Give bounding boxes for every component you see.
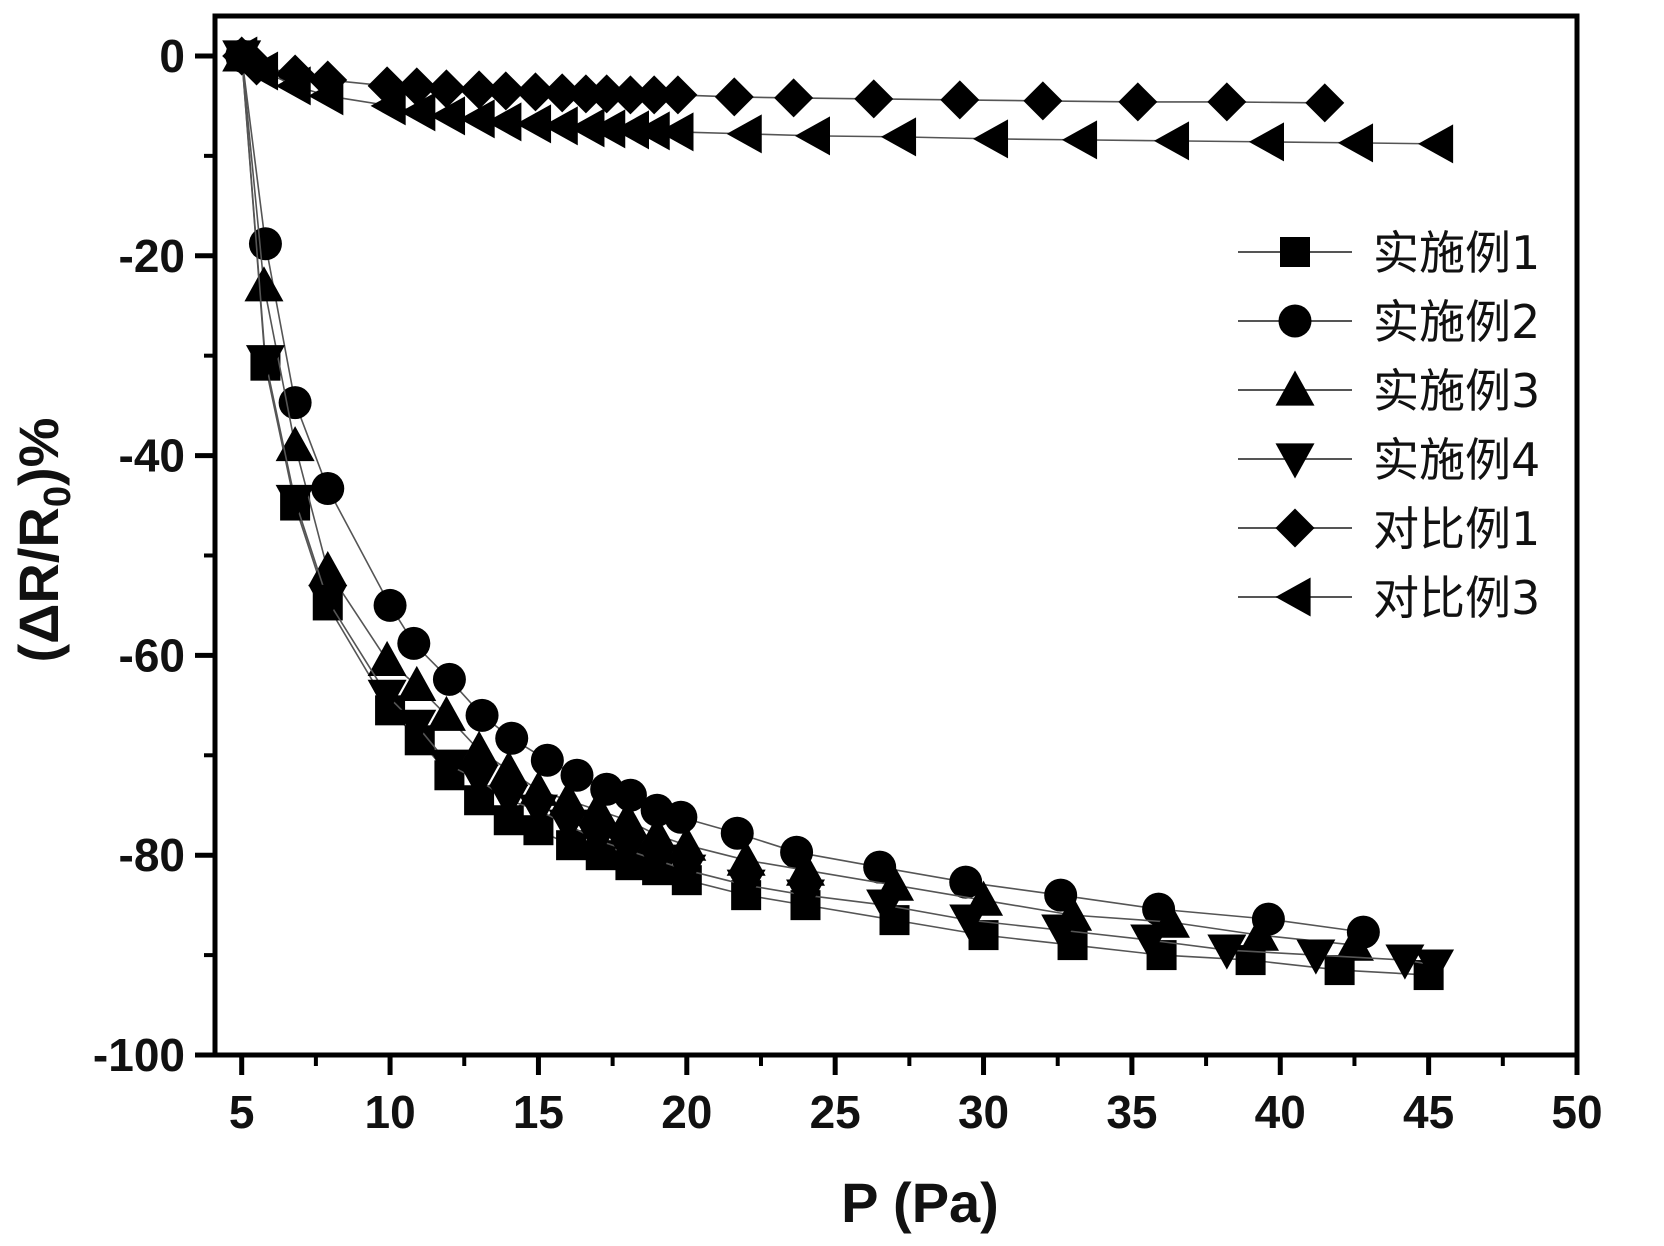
x-tick-label: 5 (229, 1086, 255, 1138)
data-point-diamond (715, 77, 754, 116)
data-point-triangle-left (727, 114, 762, 153)
series-layer (222, 36, 1454, 990)
x-tick-label: 45 (1403, 1086, 1454, 1138)
data-point-circle (1279, 305, 1312, 338)
data-point-diamond (1023, 81, 1062, 120)
data-point-circle (531, 744, 564, 777)
data-point-circle (433, 663, 466, 696)
legend-label: 对比例3 (1373, 571, 1540, 625)
legend-item: 实施例4 (1238, 433, 1540, 487)
series-line (242, 56, 1429, 975)
data-point-triangle-left (1418, 124, 1453, 163)
x-tick-label: 20 (661, 1086, 712, 1138)
series-3 (222, 36, 1374, 960)
data-point-circle (466, 699, 499, 732)
x-tick-label: 10 (364, 1086, 415, 1138)
x-tick-label: 50 (1551, 1086, 1602, 1138)
y-tick-label: 0 (159, 30, 185, 82)
data-point-triangle-left (1154, 121, 1189, 160)
data-point-triangle-down (1276, 443, 1315, 478)
data-point-diamond (1305, 83, 1344, 122)
data-point-triangle-left (881, 117, 916, 156)
legend-label: 实施例2 (1373, 295, 1540, 349)
y-tick-label: -60 (119, 629, 185, 681)
data-point-circle (721, 817, 754, 850)
y-tick-label: -20 (119, 230, 185, 282)
data-point-diamond (854, 79, 893, 118)
data-point-triangle-up (244, 266, 283, 301)
data-point-triangle-left (1276, 578, 1311, 617)
data-point-diamond (774, 78, 813, 117)
x-tick-label: 25 (810, 1086, 861, 1138)
series-line (242, 56, 1355, 945)
data-point-circle (249, 227, 282, 260)
series-4 (222, 40, 1454, 984)
x-tick-label: 35 (1106, 1086, 1157, 1138)
data-point-circle (495, 722, 528, 755)
data-point-triangle-up (1276, 371, 1315, 406)
x-tick-label: 40 (1255, 1086, 1306, 1138)
legend-item: 对比例1 (1238, 502, 1540, 556)
x-tick-label: 15 (513, 1086, 564, 1138)
data-point-circle (374, 589, 407, 622)
legend-label: 对比例1 (1373, 502, 1540, 556)
legend-item: 实施例1 (1238, 226, 1540, 280)
data-point-diamond (940, 80, 979, 119)
data-point-circle (311, 472, 344, 505)
legend-item: 实施例2 (1238, 295, 1540, 349)
data-point-diamond (1207, 82, 1246, 121)
data-point-circle (664, 801, 697, 834)
data-point-triangle-left (795, 116, 830, 155)
data-point-circle (279, 386, 312, 419)
series-line (242, 56, 1364, 932)
data-point-triangle-left (1338, 123, 1373, 162)
data-point-triangle-left (973, 119, 1008, 158)
data-point-triangle-left (1062, 120, 1097, 159)
legend-item: 对比例3 (1238, 571, 1540, 625)
series-2 (225, 39, 1380, 948)
legend: 实施例1 实施例2 实施例3 实施例4 对比例1 对比例3 (1238, 226, 1540, 625)
data-point-diamond (1276, 509, 1315, 548)
y-axis-label: (ΔR/R0)% (7, 418, 79, 663)
legend-label: 实施例3 (1373, 364, 1540, 418)
x-tick-label: 30 (958, 1086, 1009, 1138)
legend-label: 实施例4 (1373, 433, 1540, 487)
data-point-circle (397, 627, 430, 660)
y-tick-label: -40 (119, 430, 185, 482)
x-axis-label: P (Pa) (841, 1171, 999, 1234)
legend-item: 实施例3 (1238, 364, 1540, 418)
y-tick-label: -80 (119, 829, 185, 881)
legend-label: 实施例1 (1373, 226, 1540, 280)
data-point-diamond (1118, 82, 1157, 121)
series-line (242, 56, 1435, 965)
y-tick-label: -100 (93, 1029, 185, 1081)
data-point-square (1280, 237, 1310, 267)
chart: 5 10 15 20 25 30 35 40 45 50 0 -20 -40 -60 -80 -100 P (… (0, 0, 1664, 1246)
series-6 (222, 36, 1453, 163)
series-1 (227, 41, 1444, 990)
data-point-triangle-left (1249, 122, 1284, 161)
data-point-diamond (658, 75, 697, 114)
